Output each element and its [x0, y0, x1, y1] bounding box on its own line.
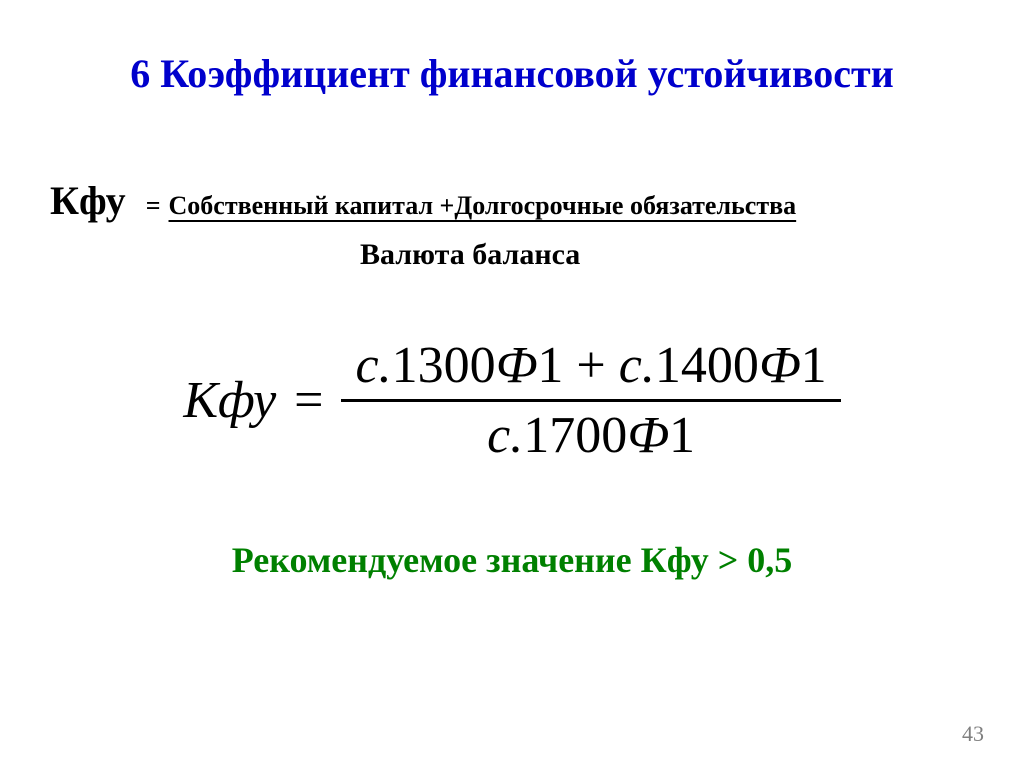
num-f1b: Ф	[759, 337, 801, 394]
den-c: с.	[487, 407, 523, 464]
num-f1a: Ф	[496, 337, 538, 394]
math-fraction: с.1300Ф1 + с.1400Ф1 с.1700Ф1	[341, 332, 840, 469]
recommendation-text: Рекомендуемое значение Кфу > 0,5	[40, 539, 984, 581]
den-1700: 1700	[523, 407, 627, 464]
page-number: 43	[962, 721, 984, 747]
num-1300: 1300	[392, 337, 496, 394]
den-f: Ф	[627, 407, 669, 464]
den-1: 1	[669, 407, 695, 464]
num-1a: 1	[537, 337, 563, 394]
equals-sign: =	[146, 191, 161, 221]
math-lhs: Кфу	[183, 371, 276, 430]
num-1400: 1400	[655, 337, 759, 394]
math-wrap: Кфу = с.1300Ф1 + с.1400Ф1 с.1700Ф1	[183, 332, 840, 469]
num-1b: 1	[801, 337, 827, 394]
num-c1: с.	[355, 337, 391, 394]
num-c2: с.	[619, 337, 655, 394]
text-formula-row1: Кфу = Собственный капитал +Долгосрочные …	[50, 177, 984, 224]
slide-title: 6 Коэффициент финансовой устойчивости	[40, 50, 984, 97]
math-numerator: с.1300Ф1 + с.1400Ф1	[341, 332, 840, 402]
math-equals: =	[294, 371, 323, 430]
num-plus: +	[563, 337, 618, 394]
math-formula: Кфу = с.1300Ф1 + с.1400Ф1 с.1700Ф1	[40, 332, 984, 469]
math-denominator: с.1700Ф1	[473, 402, 709, 469]
slide-container: 6 Коэффициент финансовой устойчивости Кф…	[0, 0, 1024, 767]
formula-lhs-label: Кфу	[50, 177, 126, 224]
text-formula: Кфу = Собственный капитал +Долгосрочные …	[50, 177, 984, 272]
text-numerator: Собственный капитал +Долгосрочные обязат…	[169, 191, 797, 221]
text-denominator: Валюта баланса	[360, 238, 984, 272]
